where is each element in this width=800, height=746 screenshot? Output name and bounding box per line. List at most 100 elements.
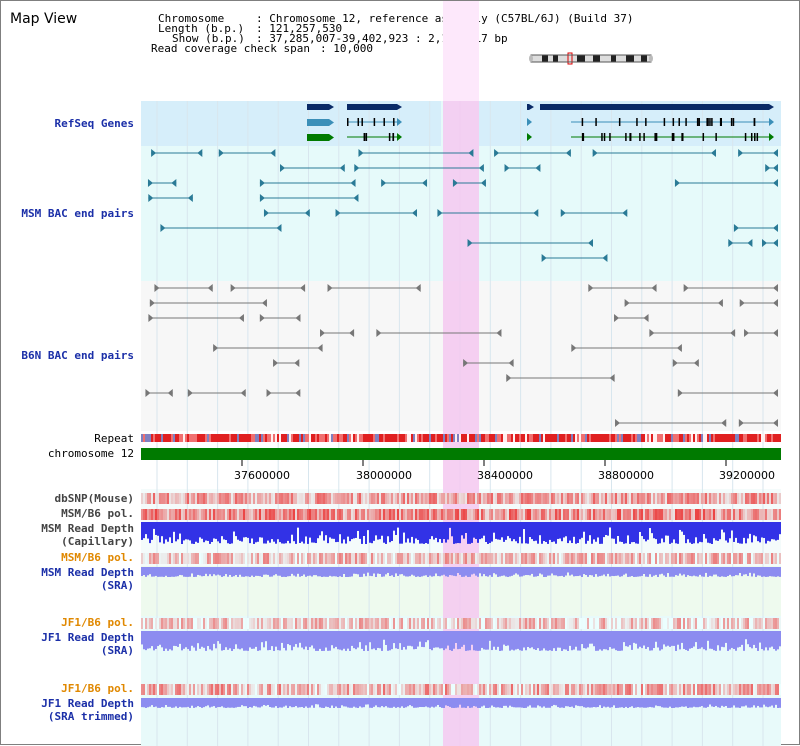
track-label-msm-bac[interactable]: MSM BAC end pairs bbox=[21, 207, 134, 220]
polymorphism-cell bbox=[411, 618, 413, 629]
depth-bar bbox=[669, 698, 671, 707]
track-label-b6n-bac[interactable]: B6N BAC end pairs bbox=[21, 349, 134, 362]
polymorphism-cell bbox=[335, 509, 337, 520]
depth-bar bbox=[405, 522, 407, 543]
polymorphism-cell bbox=[613, 493, 615, 504]
depth-bar bbox=[691, 631, 693, 649]
polymorphism-cell bbox=[383, 493, 385, 504]
bac-end bbox=[773, 419, 778, 427]
polymorphism-cell bbox=[479, 553, 481, 564]
depth-bar bbox=[187, 522, 189, 540]
polymorphism-cell bbox=[145, 618, 147, 629]
bac-end bbox=[230, 284, 236, 292]
depth-bar bbox=[227, 567, 229, 577]
polymorphism-cell bbox=[493, 553, 495, 564]
polymorphism-cell bbox=[575, 493, 577, 504]
polymorphism-cell bbox=[715, 493, 717, 504]
coverage-value: : 10,000 bbox=[320, 42, 373, 55]
polymorphism-cell bbox=[731, 553, 733, 564]
polymorphism-cell bbox=[673, 493, 675, 504]
depth-bar bbox=[435, 522, 437, 538]
polymorphism-cell bbox=[429, 618, 431, 629]
depth-bar bbox=[353, 631, 355, 649]
polymorphism-cell bbox=[555, 509, 557, 520]
polymorphism-cell bbox=[455, 553, 457, 564]
depth-bar bbox=[245, 567, 247, 577]
bac-end bbox=[259, 314, 265, 322]
polymorphism-cell bbox=[307, 493, 309, 504]
repeat-element bbox=[257, 434, 259, 442]
polymorphism-cell bbox=[459, 553, 461, 564]
depth-bar bbox=[359, 522, 361, 539]
depth-bar bbox=[561, 522, 563, 542]
depth-bar bbox=[295, 698, 297, 707]
depth-bar bbox=[239, 631, 241, 650]
polymorphism-cell bbox=[487, 509, 489, 520]
depth-bar bbox=[447, 631, 449, 646]
polymorphism-cell bbox=[533, 509, 535, 520]
polymorphism-cell bbox=[333, 618, 335, 629]
polymorphism-cell bbox=[299, 509, 301, 520]
polymorphism-cell bbox=[561, 509, 563, 520]
depth-bar bbox=[209, 631, 211, 650]
depth-bar bbox=[721, 522, 723, 530]
polymorphism-cell bbox=[325, 509, 327, 520]
polymorphism-cell bbox=[771, 493, 773, 504]
polymorphism-cell bbox=[729, 684, 731, 695]
depth-bar bbox=[751, 522, 753, 543]
polymorphism-cell bbox=[319, 493, 321, 504]
depth-bar bbox=[297, 522, 299, 528]
polymorphism-cell bbox=[727, 618, 729, 629]
polymorphism-cell bbox=[665, 509, 667, 520]
polymorphism-cell bbox=[685, 493, 687, 504]
polymorphism-cell bbox=[693, 618, 695, 629]
polymorphism-cell bbox=[431, 684, 433, 695]
repeat-element bbox=[337, 434, 339, 442]
depth-bar bbox=[567, 698, 569, 707]
depth-bar bbox=[185, 567, 187, 577]
polymorphism-cell bbox=[705, 618, 707, 629]
depth-bar bbox=[705, 522, 707, 539]
polymorphism-cell bbox=[243, 509, 245, 520]
polymorphism-cell bbox=[495, 618, 497, 629]
polymorphism-cell bbox=[589, 684, 591, 695]
polymorphism-cell bbox=[503, 493, 505, 504]
polymorphism-cell bbox=[163, 493, 165, 504]
polymorphism-cell bbox=[147, 618, 149, 629]
track-label-refseq[interactable]: RefSeq Genes bbox=[54, 117, 134, 130]
polymorphism-cell bbox=[647, 509, 649, 520]
polymorphism-cell bbox=[337, 509, 339, 520]
depth-bar bbox=[547, 698, 549, 708]
depth-bar bbox=[703, 567, 705, 577]
depth-bar bbox=[687, 522, 689, 540]
repeat-element bbox=[491, 434, 493, 442]
polymorphism-cell bbox=[489, 493, 491, 504]
depth-bar bbox=[553, 522, 555, 542]
polymorphism-cell bbox=[461, 493, 463, 504]
depth-bar bbox=[273, 567, 275, 576]
polymorphism-cell bbox=[541, 618, 543, 629]
polymorphism-cell bbox=[207, 493, 209, 504]
depth-bar bbox=[543, 567, 545, 577]
depth-bar bbox=[341, 522, 343, 544]
exon bbox=[393, 118, 395, 126]
polymorphism-cell bbox=[759, 493, 761, 504]
polymorphism-cell bbox=[339, 618, 341, 629]
depth-bar bbox=[613, 567, 615, 577]
bac-end bbox=[588, 284, 594, 292]
polymorphism-cell bbox=[739, 553, 741, 564]
repeat-element bbox=[495, 434, 497, 442]
polymorphism-cell bbox=[217, 553, 219, 564]
gene-feature bbox=[307, 134, 329, 141]
depth-bar bbox=[513, 631, 515, 651]
polymorphism-cell bbox=[213, 684, 215, 695]
depth-bar bbox=[349, 631, 351, 651]
depth-bar bbox=[429, 567, 431, 576]
polymorphism-cell bbox=[587, 493, 589, 504]
polymorphism-cell bbox=[153, 618, 155, 629]
bac-end bbox=[437, 209, 443, 217]
repeat-element bbox=[643, 434, 645, 442]
polymorphism-cell bbox=[499, 618, 501, 629]
